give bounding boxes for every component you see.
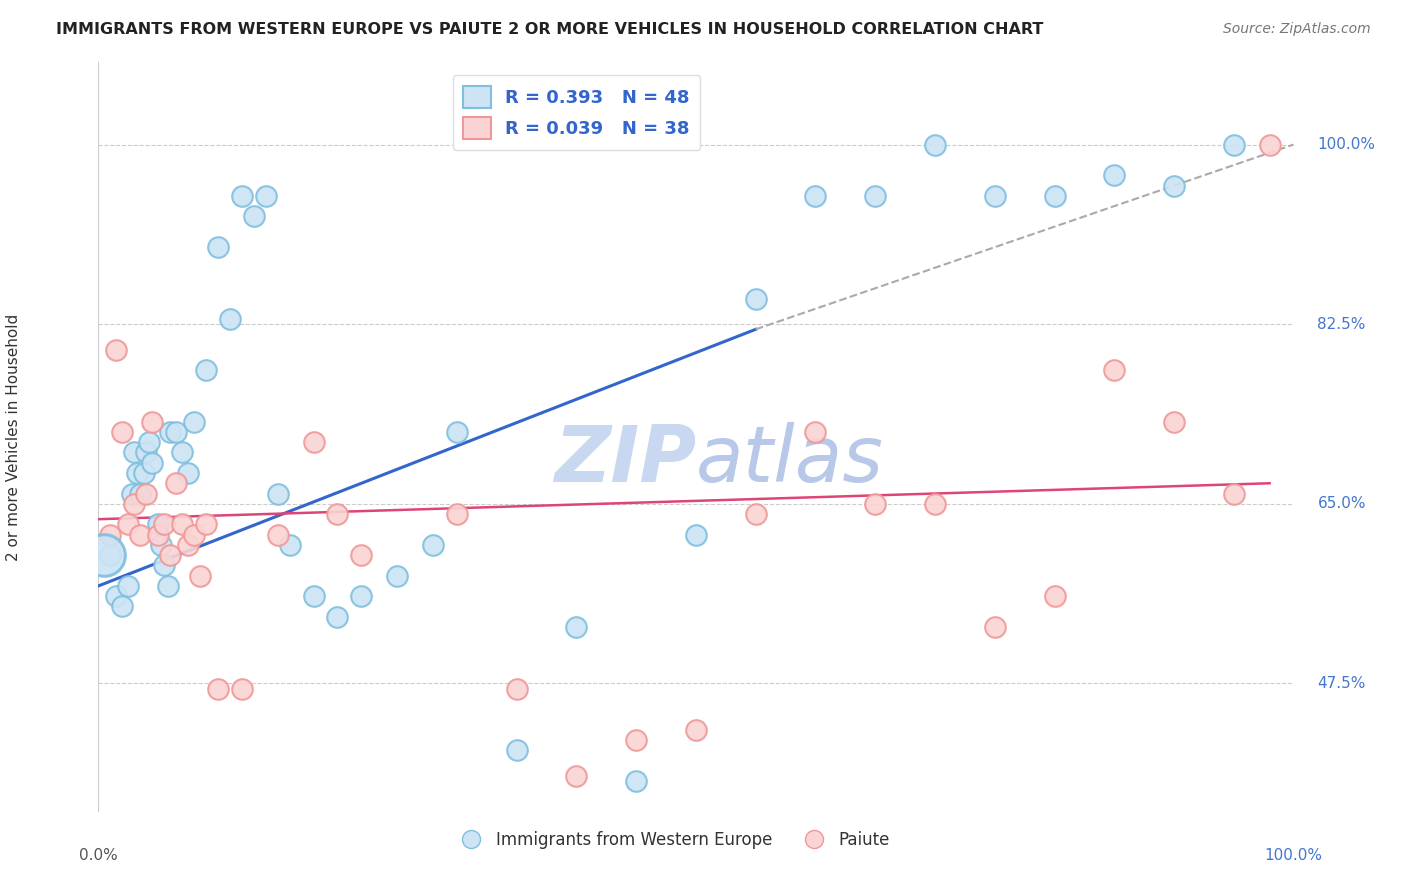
- Point: [984, 189, 1007, 203]
- Point: [326, 609, 349, 624]
- Point: [172, 517, 194, 532]
- Point: [1104, 363, 1126, 377]
- Point: [148, 517, 170, 532]
- Point: [121, 486, 143, 500]
- Text: 47.5%: 47.5%: [1317, 676, 1365, 691]
- Point: [219, 312, 242, 326]
- Point: [1258, 137, 1281, 152]
- Point: [148, 527, 170, 541]
- Point: [141, 415, 163, 429]
- Text: 65.0%: 65.0%: [1317, 496, 1365, 511]
- Point: [924, 497, 946, 511]
- Text: 100.0%: 100.0%: [1264, 847, 1323, 863]
- Point: [141, 456, 163, 470]
- Point: [685, 723, 707, 737]
- Point: [385, 568, 409, 582]
- Point: [302, 435, 325, 450]
- Point: [1043, 189, 1066, 203]
- Point: [565, 620, 588, 634]
- Text: atlas: atlas: [696, 422, 884, 498]
- Point: [804, 425, 827, 439]
- Point: [125, 466, 148, 480]
- Text: 82.5%: 82.5%: [1317, 317, 1365, 332]
- Point: [565, 769, 588, 783]
- Point: [195, 363, 218, 377]
- Point: [506, 681, 529, 696]
- Point: [278, 538, 301, 552]
- Point: [93, 548, 115, 562]
- Point: [159, 548, 181, 562]
- Text: 2 or more Vehicles in Household: 2 or more Vehicles in Household: [6, 313, 21, 561]
- Point: [124, 445, 146, 459]
- Point: [1223, 137, 1246, 152]
- Point: [183, 527, 205, 541]
- Point: [626, 732, 648, 747]
- Text: ZIP: ZIP: [554, 422, 696, 498]
- Point: [350, 589, 373, 603]
- Point: [117, 517, 139, 532]
- Point: [111, 425, 134, 439]
- Point: [159, 425, 181, 439]
- Point: [865, 497, 887, 511]
- Point: [188, 568, 211, 582]
- Point: [132, 466, 155, 480]
- Point: [165, 476, 187, 491]
- Point: [1163, 415, 1185, 429]
- Point: [924, 137, 946, 152]
- Point: [243, 210, 266, 224]
- Text: IMMIGRANTS FROM WESTERN EUROPE VS PAIUTE 2 OR MORE VEHICLES IN HOUSEHOLD CORRELA: IMMIGRANTS FROM WESTERN EUROPE VS PAIUTE…: [56, 22, 1043, 37]
- Point: [153, 558, 176, 573]
- Point: [231, 681, 253, 696]
- Point: [207, 240, 229, 254]
- Point: [105, 589, 128, 603]
- Point: [129, 527, 152, 541]
- Point: [350, 548, 373, 562]
- Point: [183, 415, 205, 429]
- Point: [685, 527, 707, 541]
- Point: [156, 579, 179, 593]
- Point: [1104, 169, 1126, 183]
- Point: [195, 517, 218, 532]
- Point: [129, 486, 152, 500]
- Point: [177, 538, 200, 552]
- Point: [506, 743, 529, 757]
- Point: [326, 507, 349, 521]
- Point: [804, 189, 827, 203]
- Point: [446, 425, 468, 439]
- Point: [105, 343, 128, 357]
- Legend: Immigrants from Western Europe, Paiute: Immigrants from Western Europe, Paiute: [447, 824, 897, 855]
- Point: [149, 538, 172, 552]
- Point: [138, 435, 160, 450]
- Point: [153, 517, 176, 532]
- Point: [177, 466, 200, 480]
- Point: [626, 773, 648, 788]
- Point: [254, 189, 277, 203]
- Point: [745, 292, 768, 306]
- Text: Source: ZipAtlas.com: Source: ZipAtlas.com: [1223, 22, 1371, 37]
- Point: [111, 599, 134, 614]
- Point: [267, 486, 290, 500]
- Point: [231, 189, 253, 203]
- Point: [135, 486, 157, 500]
- Text: 100.0%: 100.0%: [1317, 137, 1375, 152]
- Point: [745, 507, 768, 521]
- Point: [124, 497, 146, 511]
- Point: [1223, 486, 1246, 500]
- Point: [984, 620, 1007, 634]
- Point: [865, 189, 887, 203]
- Point: [422, 538, 444, 552]
- Point: [1163, 178, 1185, 193]
- Point: [267, 527, 290, 541]
- Point: [98, 548, 122, 562]
- Point: [1043, 589, 1066, 603]
- Point: [98, 527, 122, 541]
- Text: 0.0%: 0.0%: [79, 847, 118, 863]
- Point: [446, 507, 468, 521]
- Point: [302, 589, 325, 603]
- Point: [135, 445, 157, 459]
- Point: [172, 445, 194, 459]
- Point: [165, 425, 187, 439]
- Point: [207, 681, 229, 696]
- Point: [117, 579, 139, 593]
